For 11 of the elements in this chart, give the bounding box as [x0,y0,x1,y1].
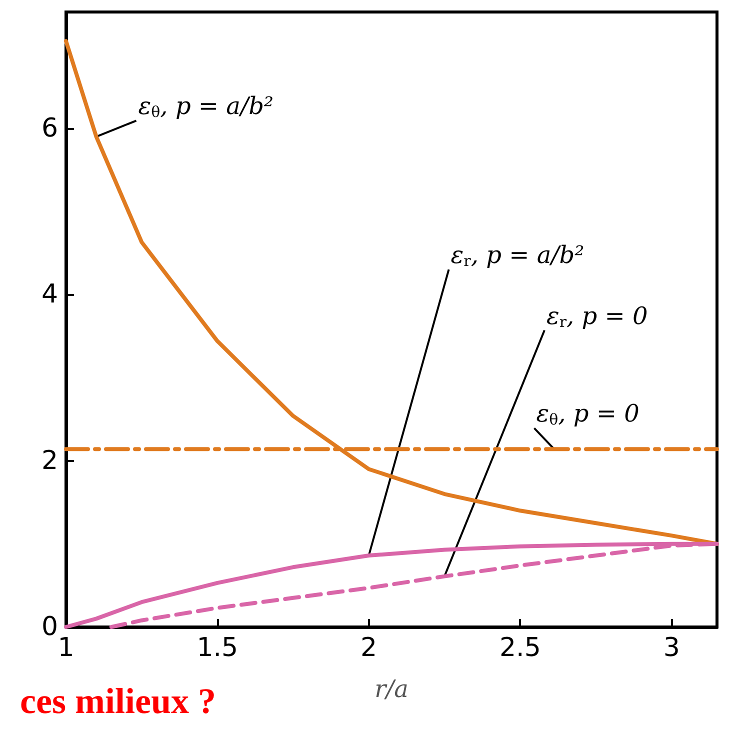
y-tick-label: 4 [41,280,58,310]
x-tick-label: 2.5 [500,633,541,663]
y-tick-label: 6 [41,113,58,144]
y-tick-label: 2 [41,446,58,476]
x-tick-label: 1.5 [196,633,238,663]
x-tick-label: 3 [663,633,680,663]
y-tick-label: 0 [41,612,58,642]
x-tick-label: 1 [58,633,74,663]
x-tick-label: 2 [360,633,378,663]
x-axis-title: r/a [374,675,408,703]
text: ces milieux ? [20,681,216,721]
